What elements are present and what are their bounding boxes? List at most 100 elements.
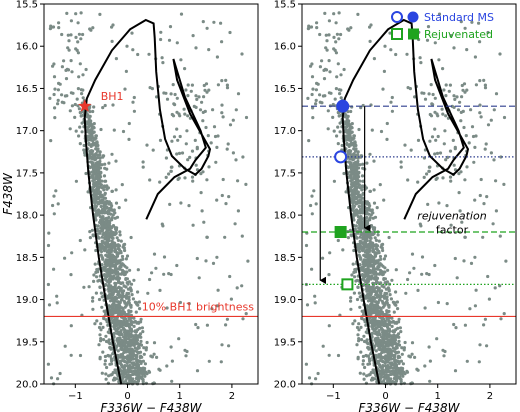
star-point	[125, 270, 129, 274]
star-point	[391, 349, 395, 353]
star-point	[381, 294, 385, 298]
y-tick-label: 19.0	[16, 295, 38, 306]
star-point	[356, 215, 360, 219]
star-point	[469, 261, 474, 265]
star-point	[162, 91, 166, 95]
star-point	[200, 100, 204, 104]
star-point	[205, 178, 209, 182]
star-point	[430, 135, 435, 139]
star-point	[385, 350, 389, 354]
star-point	[145, 340, 149, 345]
star-point	[151, 148, 155, 152]
star-point	[343, 115, 347, 119]
star-point	[108, 299, 113, 303]
star-point	[119, 239, 123, 243]
star-point	[123, 248, 127, 253]
star-point	[381, 364, 385, 368]
star-point	[388, 293, 392, 297]
star-point	[241, 155, 245, 159]
star-point	[103, 277, 107, 281]
star-point	[346, 27, 350, 31]
star-point	[444, 83, 448, 87]
star-point	[124, 277, 128, 281]
star-point	[449, 223, 453, 227]
star-point	[384, 374, 388, 378]
star-point	[101, 350, 105, 354]
star-point	[235, 286, 239, 290]
star-point	[88, 236, 92, 240]
star-point	[314, 377, 318, 381]
star-point	[366, 266, 370, 270]
star-point	[369, 292, 373, 296]
star-point	[102, 338, 106, 342]
star-point	[493, 286, 497, 290]
star-point	[349, 179, 353, 183]
star-point	[109, 357, 113, 361]
star-point	[55, 294, 59, 298]
star-point	[364, 232, 368, 237]
star-point	[386, 268, 390, 272]
star-point	[96, 235, 100, 239]
star-point	[386, 379, 390, 383]
star-point	[485, 195, 489, 199]
rejuvenation-label: rejuvenation	[417, 209, 486, 222]
star-point	[369, 310, 373, 314]
star-point	[428, 139, 432, 143]
star-point	[80, 130, 84, 134]
star-point	[361, 277, 365, 281]
y-tick-label: 18.5	[274, 253, 296, 264]
star-point	[365, 258, 369, 262]
star-point	[310, 62, 314, 66]
star-point	[474, 288, 478, 292]
star-point	[164, 156, 168, 160]
star-point	[175, 263, 179, 268]
star-point	[370, 332, 374, 336]
star-point	[76, 21, 80, 25]
star-point	[381, 272, 385, 276]
star-point	[128, 379, 132, 383]
star-point	[433, 41, 437, 45]
star-point	[479, 177, 483, 182]
star-point	[353, 319, 357, 323]
star-point	[350, 122, 354, 126]
star-point	[371, 296, 375, 300]
star-point	[389, 48, 393, 52]
star-point	[91, 139, 95, 143]
star-point	[379, 310, 383, 314]
star-point	[379, 295, 383, 299]
star-point	[479, 115, 483, 119]
star-point	[140, 377, 144, 381]
star-point	[435, 151, 440, 155]
star-point	[158, 368, 162, 372]
star-point	[380, 330, 385, 334]
star-point	[168, 202, 172, 206]
star-point	[133, 380, 137, 384]
left-x-ticks: −1 0 1 2	[68, 384, 235, 402]
star-point	[103, 210, 107, 214]
right-panel: Standard MS Rejuvenated rejuvenation fact…	[274, 0, 517, 412]
star-point	[461, 88, 465, 92]
ten-percent-label: 10% BH1 brightness	[142, 300, 255, 313]
star-point	[349, 307, 353, 311]
star-point	[388, 350, 392, 355]
star-point	[416, 180, 420, 184]
star-point	[327, 324, 331, 328]
star-point	[423, 97, 428, 101]
star-point	[408, 271, 412, 275]
star-point	[137, 300, 141, 304]
star-point	[502, 115, 507, 120]
star-point	[123, 368, 127, 372]
star-point	[448, 149, 453, 153]
star-point	[104, 220, 108, 224]
star-point	[122, 322, 126, 327]
star-point	[458, 100, 462, 104]
star-point	[225, 83, 229, 87]
star-point	[120, 377, 124, 382]
star-point	[221, 115, 225, 119]
star-point	[240, 234, 244, 238]
star-point	[73, 102, 77, 107]
legend-filled-circle	[407, 11, 419, 23]
star-point	[347, 149, 351, 153]
star-point	[382, 304, 386, 308]
star-point	[173, 103, 177, 107]
